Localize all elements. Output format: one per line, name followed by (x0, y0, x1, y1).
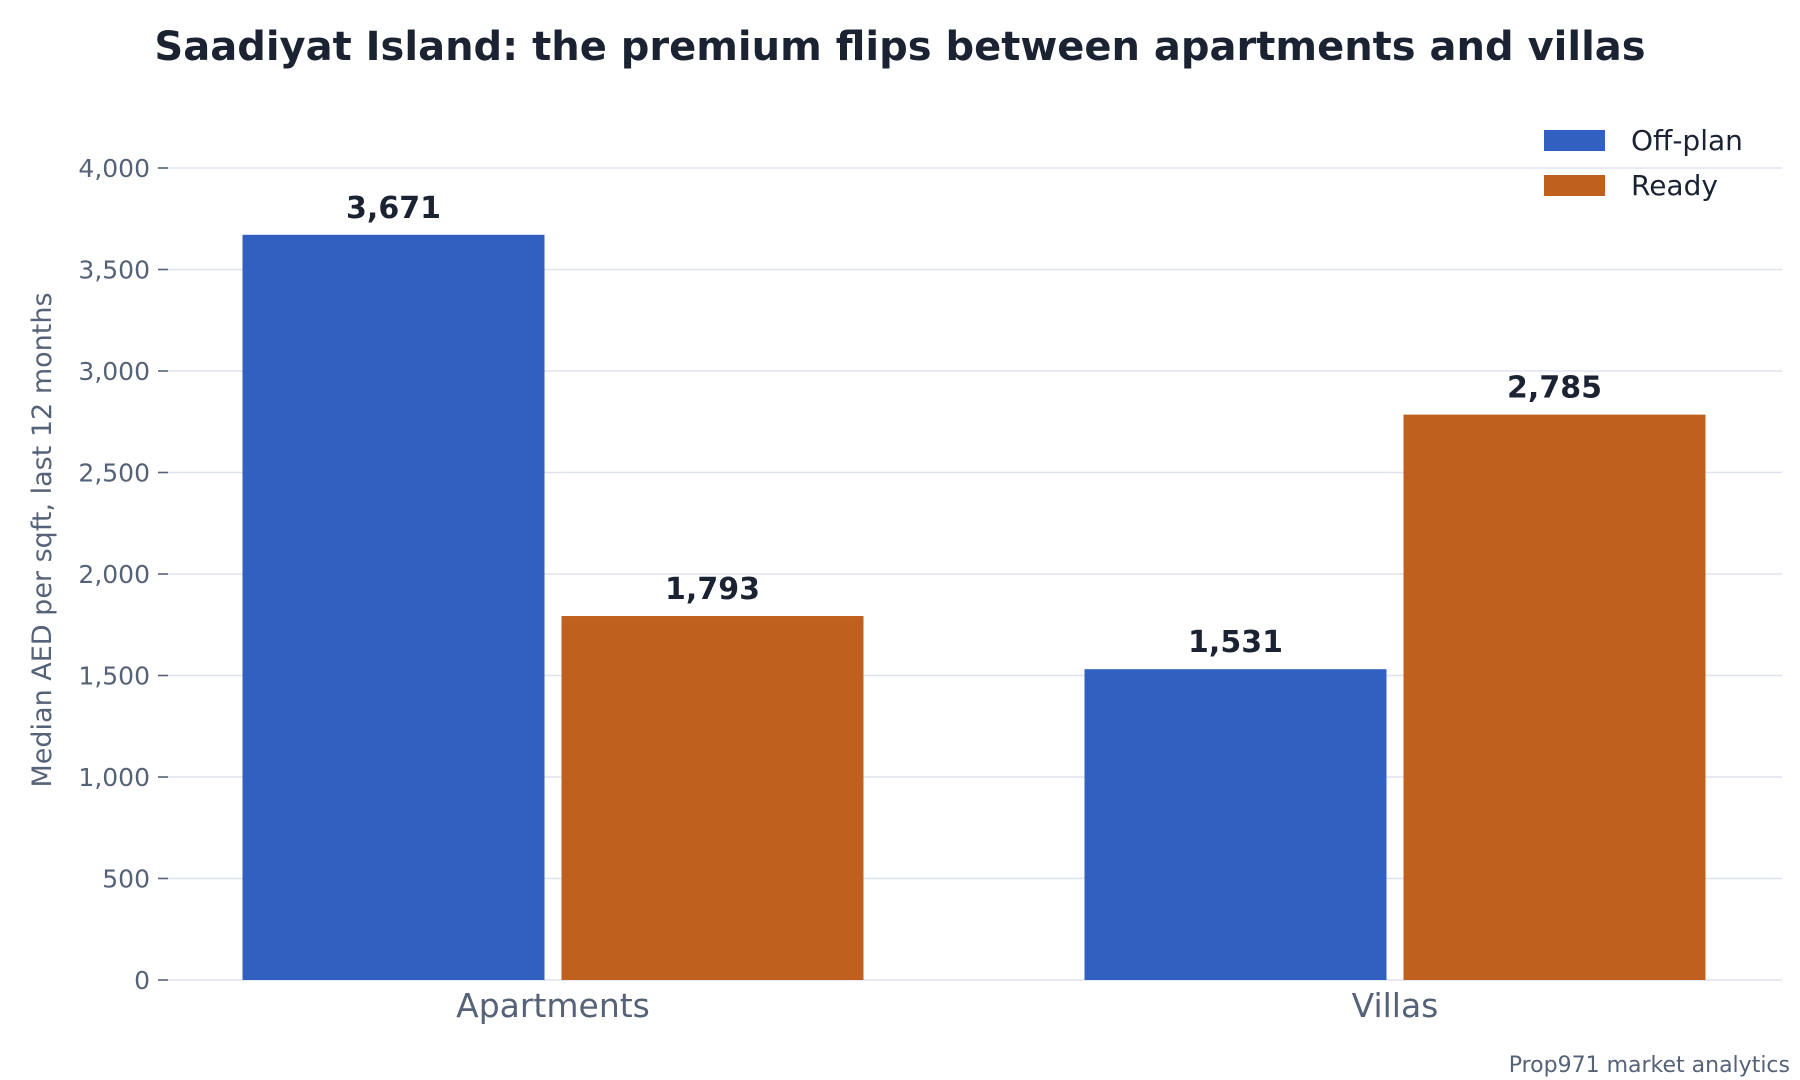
bar-off-plan-apartments (242, 234, 545, 981)
chart-title: Saadiyat Island: the premium flips betwe… (154, 24, 1645, 70)
y-tick-label: 3,500 (78, 256, 150, 285)
y-tick-label: 1,000 (78, 763, 150, 792)
y-tick-label: 0 (134, 966, 150, 995)
legend-swatch (1544, 175, 1605, 196)
y-tick-label: 2,500 (78, 459, 150, 488)
legend: Off-plan Ready (1544, 124, 1743, 202)
y-tick-label: 500 (102, 865, 150, 894)
y-tick-label: 4,000 (78, 154, 150, 183)
data-labels: 3,671 1,793 1,531 2,785 (346, 191, 1602, 660)
bars (242, 234, 1706, 981)
y-tick-label: 3,000 (78, 357, 150, 386)
legend-label: Off-plan (1631, 124, 1743, 157)
y-axis: 0 500 1,000 1,500 2,000 2,500 3,000 3,500 4,000 (78, 154, 168, 995)
x-axis: Apartments Villas (456, 986, 1438, 1025)
bar-value-label: 1,531 (1188, 625, 1283, 660)
y-tick-label: 2,000 (78, 560, 150, 589)
y-tick-label: 1,500 (78, 662, 150, 691)
y-axis-label: Median AED per sqft, last 12 months (27, 292, 58, 787)
x-tick-label: Apartments (456, 986, 650, 1025)
bar-ready-villas (1403, 414, 1706, 980)
bar-off-plan-villas (1084, 669, 1387, 980)
bar-ready-apartments (561, 616, 864, 980)
bar-value-label: 1,793 (665, 572, 760, 607)
legend-label: Ready (1631, 169, 1718, 202)
bar-value-label: 3,671 (346, 191, 441, 226)
bar-value-label: 2,785 (1507, 371, 1602, 406)
legend-swatch (1544, 130, 1605, 151)
source-note: Prop971 market analytics (1509, 1053, 1790, 1078)
x-tick-label: Villas (1352, 986, 1439, 1025)
